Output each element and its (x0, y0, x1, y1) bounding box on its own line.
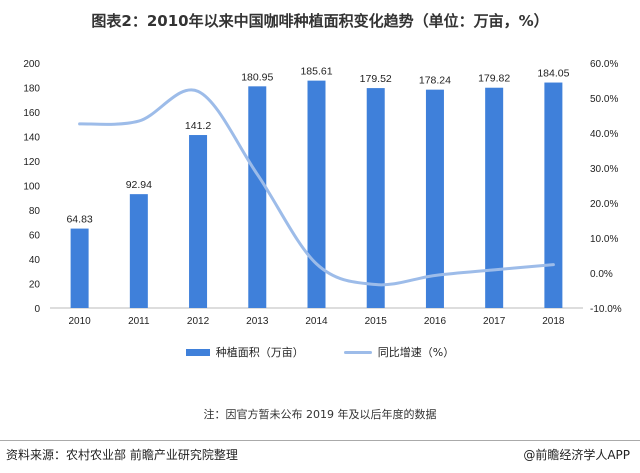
left-axis-tick: 140 (23, 133, 40, 144)
bar (189, 135, 208, 308)
brand-text: @前瞻经济学人APP (523, 448, 630, 462)
legend-label-line: 同比增速（%） (377, 346, 455, 359)
chart-plot: 0 20 40 60 80 100 120 140 160 180 200 -10.0% 0.0% 10.… (23, 59, 622, 327)
chart-note: 注：因官方暂未公布 2019 年及以后年度的数据 (203, 408, 437, 421)
bar (425, 89, 444, 308)
left-axis-tick: 100 (23, 182, 40, 193)
legend-swatch-line (343, 350, 372, 354)
right-axis-tick: 40.0% (590, 129, 618, 140)
left-axis-tick: 160 (23, 108, 40, 119)
x-axis-tick: 2015 (365, 316, 388, 327)
data-label: 179.52 (360, 73, 392, 85)
x-axis-tick: 2011 (128, 316, 150, 327)
data-label: 92.94 (126, 179, 152, 191)
bar (366, 88, 385, 308)
right-axis-tick: 30.0% (590, 164, 618, 175)
data-label: 141.2 (185, 120, 211, 132)
x-axis-tick: 2017 (483, 316, 506, 327)
bar (248, 86, 267, 309)
left-axis-tick: 0 (34, 304, 40, 315)
data-label: 180.95 (241, 71, 273, 83)
right-axis-tick: 0.0% (590, 269, 613, 280)
data-label: 64.83 (66, 214, 92, 226)
left-axis-tick: 80 (29, 206, 41, 217)
x-axis-tick: 2012 (187, 316, 210, 327)
data-label: 185.61 (300, 66, 332, 78)
left-axis-tick: 180 (23, 84, 40, 95)
footer: 资料来源：农村农业部 前瞻产业研究院整理 @前瞻经济学人APP (0, 440, 640, 473)
x-axis-tick: 2018 (542, 316, 565, 327)
right-axis-tick: -10.0% (590, 304, 622, 315)
left-axis-tick: 200 (23, 59, 40, 70)
left-axis-tick: 40 (29, 255, 41, 266)
bar (307, 80, 326, 308)
left-axis-tick: 60 (29, 231, 41, 242)
x-axis-tick: 2014 (305, 316, 328, 327)
bar (544, 82, 563, 308)
bar (129, 194, 148, 308)
right-axis-tick: 60.0% (590, 59, 618, 70)
legend-item-bar: 种植面积（万亩） (185, 344, 304, 360)
right-axis-tick: 50.0% (590, 94, 618, 105)
left-axis-tick: 120 (23, 157, 40, 168)
bar (70, 228, 89, 308)
x-axis-tick: 2010 (68, 316, 91, 327)
legend-item-line: 同比增速（%） (343, 344, 455, 360)
data-label: 179.82 (478, 73, 510, 85)
legend: 种植面积（万亩） 同比增速（%） (0, 344, 640, 360)
x-axis-tick: 2016 (424, 316, 447, 327)
left-axis-tick: 20 (29, 280, 41, 291)
legend-label-bar: 种植面积（万亩） (215, 346, 304, 359)
legend-swatch-bar (185, 348, 210, 356)
bar (485, 87, 504, 309)
right-axis-tick: 10.0% (590, 234, 618, 245)
right-axis-tick: 20.0% (590, 199, 618, 210)
source-text: 资料来源：农村农业部 前瞻产业研究院整理 (6, 448, 238, 462)
data-label: 184.05 (537, 68, 569, 80)
chart-title: 图表2：2010年以来中国咖啡种植面积变化趋势（单位：万亩，%） (91, 12, 549, 30)
growth-line (78, 88, 555, 287)
x-axis-tick: 2013 (246, 316, 269, 327)
data-label: 178.24 (419, 75, 451, 87)
